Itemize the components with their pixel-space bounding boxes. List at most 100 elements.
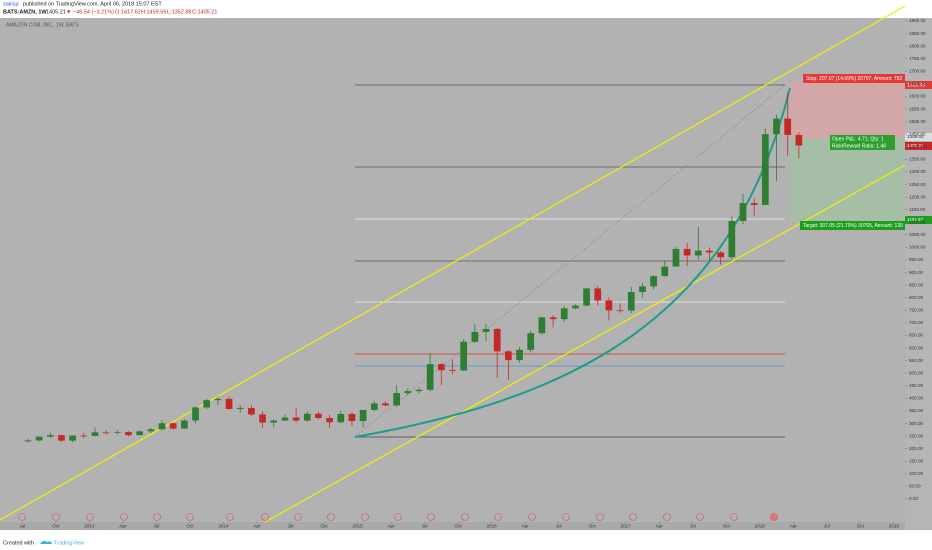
stop-price: 1616.99	[907, 82, 925, 88]
candle-body	[795, 134, 803, 146]
author[interactable]: sakisp	[3, 1, 19, 7]
x-tick-label: Jul	[153, 524, 159, 529]
x-tick-label: 2014	[218, 524, 229, 529]
y-tick-label: 550.00	[909, 358, 923, 363]
event-marker[interactable]	[327, 513, 335, 521]
change: ▼ −46.54 (−3.21%)	[66, 9, 114, 15]
event-marker[interactable]	[770, 513, 778, 521]
event-marker[interactable]	[120, 513, 128, 521]
x-tick-label: Oct	[52, 524, 60, 529]
symbol: BATS:AMZN, 1W	[3, 9, 47, 15]
x-tick-label: Oct	[186, 524, 194, 529]
candle-body	[203, 400, 211, 408]
stop-label-bg	[803, 74, 905, 83]
candle-body	[292, 417, 300, 421]
y-tick-label: 300.00	[909, 421, 923, 426]
footer-created: Created with	[3, 540, 34, 546]
event-marker[interactable]	[294, 513, 302, 521]
event-marker[interactable]	[226, 513, 234, 521]
event-marker[interactable]	[528, 513, 536, 521]
high: H:1459.56	[141, 9, 166, 15]
candle-body	[35, 436, 43, 441]
y-tick-label: 1050.00	[909, 232, 926, 237]
candle-body	[58, 435, 65, 441]
y-tick-label: 1650.00	[909, 81, 926, 86]
y-tick-label: 650.00	[909, 333, 923, 338]
y-tick-label: 1500.00	[909, 119, 926, 124]
y-tick-label: 350.00	[909, 408, 923, 413]
event-marker[interactable]	[562, 513, 570, 521]
candle-body	[158, 423, 166, 430]
event-marker[interactable]	[52, 513, 60, 521]
candle-body	[303, 413, 311, 421]
target-price: 1101.67	[907, 217, 924, 222]
y-tick-label: 1300.00	[909, 169, 926, 174]
y-tick-label: 1900.00	[909, 18, 926, 23]
logo	[40, 540, 52, 544]
rr-label: Risk/Reward Ratio: 1.48	[832, 143, 886, 149]
x-tick-label: Jul	[690, 524, 696, 529]
x-tick-label: 2017	[621, 524, 632, 529]
y-tick-label: 1100.00	[909, 219, 926, 224]
y-tick-label: 250.00	[909, 433, 923, 438]
event-marker[interactable]	[696, 513, 704, 521]
x-tick-label: Apr	[790, 524, 798, 529]
event-marker[interactable]	[494, 513, 502, 521]
candle-body	[102, 432, 110, 434]
candle-body	[650, 276, 657, 287]
event-marker[interactable]	[730, 513, 738, 521]
footer-brand[interactable]: TradingView	[54, 540, 84, 546]
candle-body	[113, 432, 121, 433]
candle-body	[616, 310, 624, 312]
y-tick-label: 700.00	[909, 320, 923, 325]
event-marker[interactable]	[261, 513, 269, 521]
candle-body	[750, 203, 758, 205]
y-tick-label: 150.00	[909, 459, 923, 464]
candle-body	[672, 248, 680, 267]
footer	[0, 536, 932, 550]
x-tick-label: Jul	[422, 524, 428, 529]
event-marker[interactable]	[461, 513, 469, 521]
event-marker[interactable]	[186, 513, 194, 521]
candle-body	[404, 391, 412, 394]
candle-body	[348, 413, 356, 422]
event-marker[interactable]	[153, 513, 161, 521]
event-marker[interactable]	[596, 513, 604, 521]
entry-price: 1409.02	[907, 134, 924, 139]
candle-body	[46, 435, 54, 437]
events	[18, 513, 778, 521]
y-tick-label: 450.00	[909, 383, 923, 388]
plot-area	[0, 18, 905, 522]
y-tick-label: 1000.00	[909, 245, 926, 250]
y-tick-label: 800.00	[909, 295, 923, 300]
candle-body	[761, 134, 769, 205]
event-marker[interactable]	[394, 513, 402, 521]
event-marker[interactable]	[361, 513, 369, 521]
y-tick-label: 1250.00	[909, 182, 926, 187]
x-tick-label: Oct	[455, 524, 463, 529]
x-tick-label: Apr	[253, 524, 261, 529]
y-tick-label: 1150.00	[909, 207, 926, 212]
stop-zone	[790, 82, 905, 138]
candle-body	[594, 288, 602, 301]
stop-label: Stop: 207.07 (14.69%) 20707, Amount: 782	[806, 76, 902, 82]
candle-body	[661, 266, 669, 277]
y-tick-label: 500.00	[909, 370, 923, 375]
candle-body	[639, 286, 646, 292]
event-marker[interactable]	[427, 513, 435, 521]
pnl-label-bg	[830, 135, 895, 150]
price-axis	[905, 18, 932, 530]
event-marker[interactable]	[663, 513, 671, 521]
event-marker[interactable]	[18, 513, 26, 521]
channel-lower	[264, 164, 906, 523]
candle-body	[248, 407, 255, 415]
candle-body	[683, 248, 691, 256]
event-marker[interactable]	[86, 513, 94, 521]
chart-title: AMAZON.COM, INC., 1W, BATS	[6, 22, 79, 28]
candle-body	[773, 118, 780, 135]
candle-body	[236, 407, 244, 409]
event-marker[interactable]	[629, 513, 637, 521]
candle-body	[784, 118, 792, 135]
x-tick-label: Apr	[656, 524, 664, 529]
candle-body	[460, 341, 468, 371]
